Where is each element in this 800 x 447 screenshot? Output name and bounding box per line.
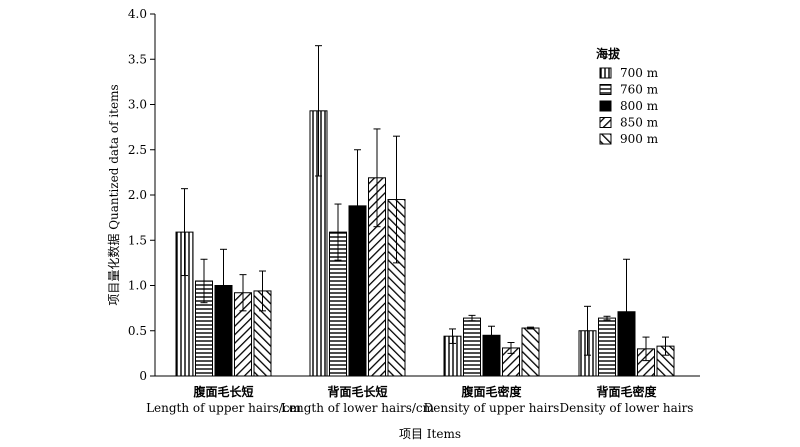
- y-tick-label: 3.5: [128, 52, 147, 66]
- legend-label: 700 m: [620, 66, 659, 80]
- x-category-label-en: Density of lower hairs: [560, 401, 694, 415]
- bar: [598, 317, 616, 377]
- x-category-label-en: Length of lower hairs/cm: [281, 401, 435, 415]
- y-tick-label: 1.5: [128, 233, 147, 247]
- legend-swatch: [599, 133, 612, 145]
- y-tick-label: 2.0: [128, 188, 147, 202]
- legend: 海拔 700 m 760 m 800 m 850 m 900 m: [596, 46, 659, 146]
- y-tick-label: 0.5: [128, 324, 147, 338]
- x-category-label-cn: 腹面毛长短: [193, 384, 253, 399]
- x-category-label-en: Length of upper hairs/cm: [146, 401, 301, 415]
- bars: [175, 45, 675, 377]
- y-axis-title: 项目量化数据 Quantized data of items: [106, 84, 121, 305]
- y-ticks: 0 0.5 1.0 1.5 2.0 2.5 3.0 3.5 4.0: [128, 7, 155, 383]
- x-category-label-cn: 背面毛密度: [596, 384, 657, 399]
- legend-label: 900 m: [620, 132, 659, 146]
- legend-title: 海拔: [596, 46, 621, 61]
- legend-label: 760 m: [620, 83, 659, 97]
- y-tick-label: 4.0: [128, 7, 147, 21]
- x-category-label-cn: 腹面毛密度: [461, 384, 522, 399]
- legend-swatch: [599, 84, 612, 95]
- y-tick-label: 2.5: [128, 143, 147, 157]
- legend-swatch: [599, 100, 612, 112]
- legend-swatch: [599, 67, 612, 79]
- y-tick-label: 0: [139, 369, 147, 383]
- x-category-labels: 腹面毛长短 Length of upper hairs/cm 背面毛长短 Length…: [146, 384, 693, 415]
- x-category-label-cn: 背面毛长短: [327, 384, 387, 399]
- legend-label: 800 m: [620, 99, 659, 113]
- legend-swatch: [599, 117, 612, 128]
- x-category-label-en: Density of upper hairs: [424, 401, 560, 415]
- x-axis-title: 项目 Items: [399, 427, 461, 441]
- bar: [521, 327, 540, 377]
- legend-label: 850 m: [620, 116, 659, 130]
- y-tick-label: 3.0: [128, 98, 147, 112]
- bar: [463, 317, 481, 377]
- y-tick-label: 1.0: [128, 279, 147, 293]
